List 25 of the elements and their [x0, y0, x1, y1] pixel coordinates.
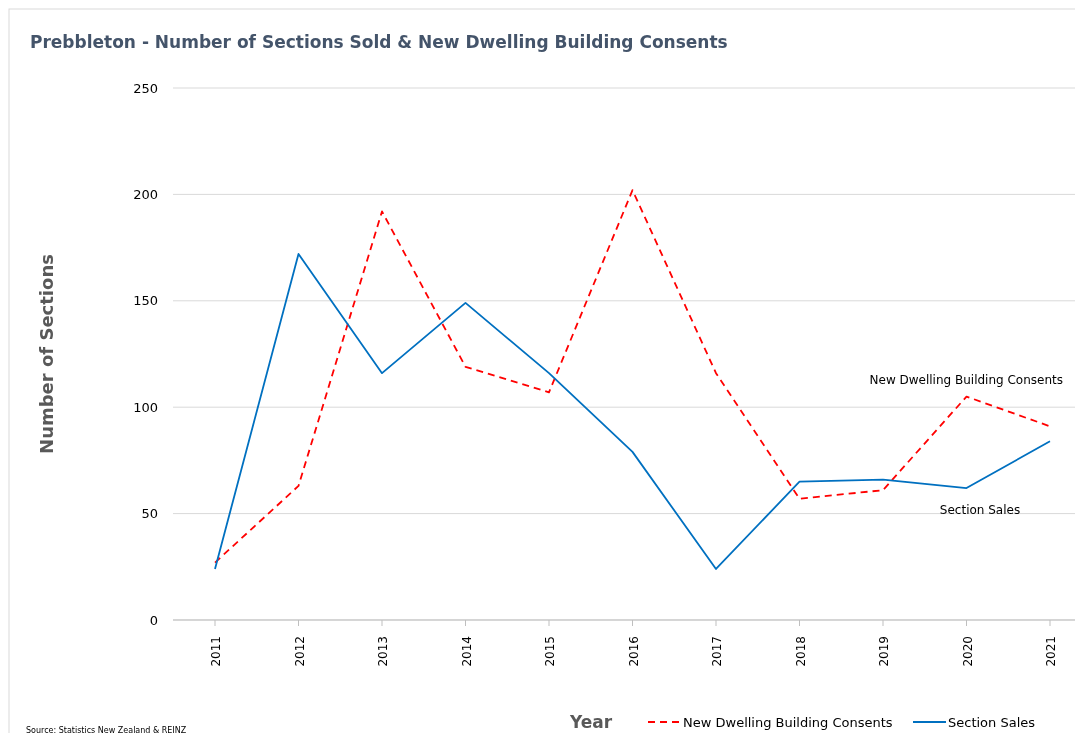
y-tick-label: 0	[149, 612, 158, 628]
annotation: New Dwelling Building Consents	[869, 373, 1063, 388]
legend-label: Section Sales	[948, 714, 1036, 730]
y-tick-label: 250	[133, 80, 158, 96]
x-tick-label: 2021	[1044, 636, 1058, 667]
x-axis-title: Year	[568, 712, 613, 732]
source-note: Source: Statistics New Zealand & REINZ	[26, 725, 187, 733]
annotation: Section Sales	[939, 503, 1021, 518]
x-tick-label: 2013	[376, 636, 390, 667]
x-tick-label: 2018	[793, 636, 808, 667]
x-tick-label: 2015	[543, 636, 557, 667]
x-tick-label: 2020	[960, 636, 975, 667]
x-tick-label: 2017	[710, 636, 724, 667]
y-tick-label: 100	[133, 399, 158, 415]
y-tick-label: 150	[133, 293, 158, 309]
y-tick-label: 200	[133, 186, 158, 202]
y-axis-title: Number of Sections	[36, 254, 57, 454]
x-tick-label: 2012	[292, 636, 307, 667]
x-tick-label: 2019	[877, 636, 891, 667]
x-tick-label: 2016	[626, 636, 641, 667]
chart-title: Prebbleton - Number of Sections Sold & New Dwelling Building Consents	[30, 32, 728, 52]
x-tick-label: 2014	[459, 636, 474, 667]
x-tick-label: 2011	[209, 636, 223, 667]
y-tick-label: 50	[141, 506, 158, 522]
legend-label: New Dwelling Building Consents	[683, 714, 893, 730]
